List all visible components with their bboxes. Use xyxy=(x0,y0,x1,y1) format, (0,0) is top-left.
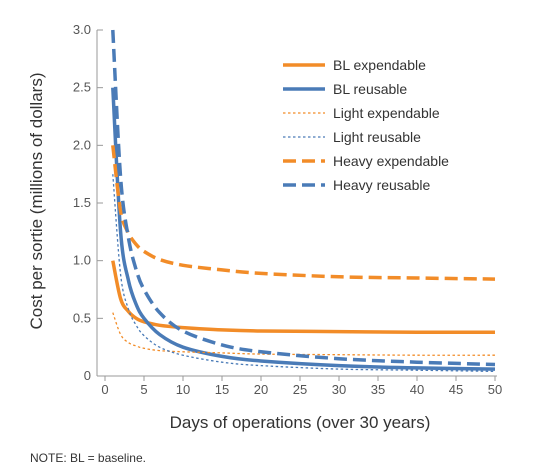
y-tick-label: 2.5 xyxy=(73,80,91,95)
x-tick-label: 45 xyxy=(449,382,463,397)
legend-label: BL reusable xyxy=(333,81,407,97)
x-tick-label: 35 xyxy=(371,382,385,397)
legend-label: Light expendable xyxy=(333,105,440,121)
legend-label: BL expendable xyxy=(333,57,426,73)
note: NOTE: BL = baseline. xyxy=(30,451,146,465)
y-tick-label: 0.5 xyxy=(73,310,91,325)
x-tick-label: 30 xyxy=(332,382,346,397)
x-tick-label: 10 xyxy=(176,382,190,397)
series-line-heavy-reusable xyxy=(111,29,496,367)
y-axis-title: Cost per sortie (millions of dollars) xyxy=(27,73,46,330)
x-tick-label: 50 xyxy=(488,382,502,397)
y-tick-label: 1.5 xyxy=(73,195,91,210)
legend-label: Light reusable xyxy=(333,129,421,145)
x-tick-label: 0 xyxy=(101,382,108,397)
series-line-light-expendable xyxy=(112,312,496,356)
x-tick-label: 25 xyxy=(293,382,307,397)
x-tick-label: 15 xyxy=(215,382,229,397)
chart: 0 0.5 1.0 1.5 2.0 2.5 3.0 0 5 10 15 20 25 30 35 40 45 50… xyxy=(27,22,502,432)
x-tick-label: 20 xyxy=(254,382,268,397)
y-axis-ticks: 0 0.5 1.0 1.5 2.0 2.5 3.0 xyxy=(73,22,103,383)
series-line-bl-reusable xyxy=(111,87,496,371)
y-tick-label: 2.0 xyxy=(73,137,91,152)
x-axis-title: Days of operations (over 30 years) xyxy=(170,413,431,432)
y-tick-label: 1.0 xyxy=(73,253,91,268)
legend: BL expendable BL reusable Light expendable… xyxy=(283,57,449,193)
legend-label: Heavy expendable xyxy=(333,153,449,169)
series-layer xyxy=(111,29,496,373)
x-tick-label: 5 xyxy=(140,382,147,397)
y-tick-label: 3.0 xyxy=(73,22,91,37)
legend-label: Heavy reusable xyxy=(333,177,430,193)
x-axis-ticks: 0 5 10 15 20 25 30 35 40 45 50 xyxy=(101,376,502,397)
x-tick-label: 40 xyxy=(410,382,424,397)
y-tick-label: 0 xyxy=(84,368,91,383)
